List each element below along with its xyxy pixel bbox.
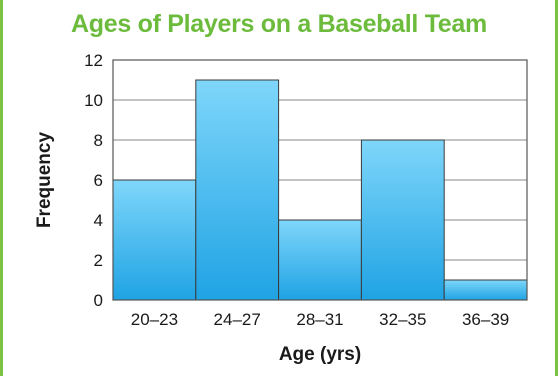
x-tick-label: 20–23	[131, 310, 178, 329]
y-tick-label: 4	[94, 211, 103, 230]
y-tick-label: 8	[94, 131, 103, 150]
y-tick-label: 6	[94, 171, 103, 190]
y-tick-label: 10	[84, 91, 103, 110]
x-tick-labels: 20–23 24–27 28–31 32–35 36–39	[131, 310, 509, 329]
bar-28–31	[278, 219, 362, 301]
bars	[112, 79, 528, 301]
y-tick-label: 0	[94, 291, 103, 310]
chart-title: Ages of Players on a Baseball Team	[71, 10, 487, 38]
plot-border	[112, 59, 528, 301]
bar-24–27	[195, 79, 280, 301]
y-tick-label: 12	[84, 51, 103, 70]
y-tick-labels: 0 2 4 6 8 10 12	[84, 51, 103, 310]
x-axis-title: Age (yrs)	[279, 344, 361, 365]
y-tick-label: 2	[94, 251, 103, 270]
bar-32–35	[360, 139, 445, 301]
x-tick-label: 32–35	[379, 310, 426, 329]
bar-20–23	[112, 179, 197, 301]
x-tick-label: 28–31	[296, 310, 343, 329]
y-axis-title: Frequency	[34, 132, 55, 229]
x-tick-label: 24–27	[214, 310, 261, 329]
bar-36–39	[443, 279, 528, 301]
x-tick-label: 36–39	[462, 310, 509, 329]
